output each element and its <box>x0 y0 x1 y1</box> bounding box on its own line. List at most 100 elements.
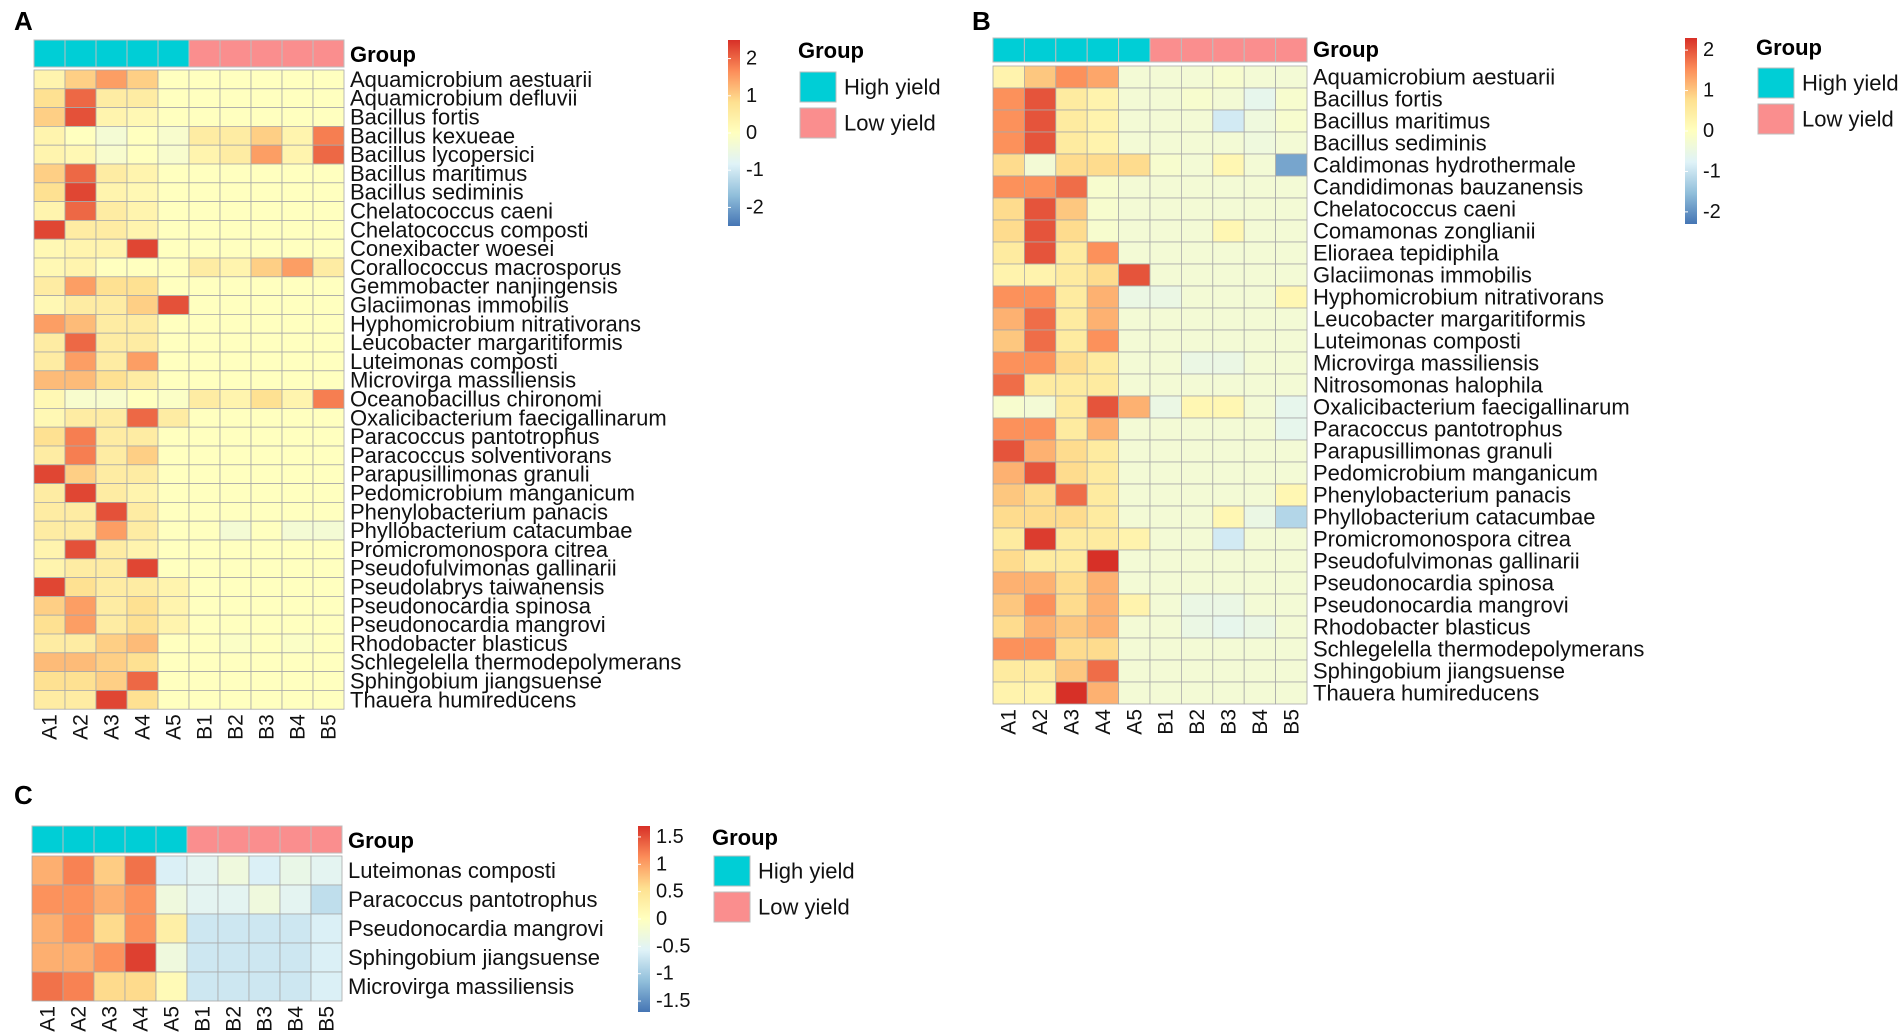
heatmap-cell <box>1243 87 1276 111</box>
column-label: A3 <box>101 714 124 740</box>
heatmap-cell <box>992 153 1025 177</box>
heatmap-cell <box>188 257 221 278</box>
heatmap-cell <box>1275 439 1308 463</box>
heatmap-cell <box>1024 615 1057 639</box>
heatmap-cell <box>250 652 283 672</box>
group-title: Group <box>1313 37 1379 62</box>
heatmap-cell <box>312 389 345 409</box>
heatmap-cell <box>312 295 345 315</box>
heatmap-cell <box>992 439 1025 463</box>
heatmap-cell <box>250 88 283 109</box>
heatmap-cell <box>188 88 221 109</box>
heatmap-cell <box>64 558 97 578</box>
heatmap-cell <box>1086 417 1119 441</box>
heatmap-cell <box>33 483 66 503</box>
heatmap-cell <box>250 163 283 184</box>
heatmap-cell <box>281 558 314 578</box>
colorbar-tick-label: 1 <box>1703 80 1714 102</box>
heatmap-cell <box>1024 549 1057 573</box>
colorbar <box>638 826 650 1012</box>
legend-title: Group <box>1756 35 1822 60</box>
heatmap-cell <box>250 633 283 654</box>
row-label: Glaciimonas immobilis <box>350 293 569 318</box>
heatmap-cell <box>157 257 190 278</box>
heatmap-cell <box>1212 65 1245 89</box>
heatmap-cell <box>64 182 97 203</box>
heatmap-cell <box>1086 527 1119 551</box>
heatmap-cell <box>992 637 1025 661</box>
heatmap-cell <box>188 501 221 522</box>
row-label: Bacillus maritimus <box>350 161 527 186</box>
heatmap-cell <box>1118 131 1151 155</box>
heatmap-cell <box>219 671 252 691</box>
group-cell <box>1086 37 1120 63</box>
row-label: Pseudonocardia mangrovi <box>350 612 606 637</box>
heatmap-cell <box>1055 197 1088 221</box>
heatmap-cell <box>188 201 221 221</box>
heatmap-cell <box>1118 153 1151 177</box>
heatmap-cell <box>219 238 252 259</box>
heatmap-cell <box>157 577 190 597</box>
heatmap-cell <box>281 201 314 221</box>
colorbar-tick-label: -1 <box>1703 160 1721 182</box>
heatmap-cell <box>93 884 126 915</box>
heatmap-cell <box>281 144 314 165</box>
heatmap-cell <box>188 332 221 353</box>
row-label: Oceanobacillus chironomi <box>350 387 602 412</box>
heatmap-cell <box>126 614 159 635</box>
heatmap-cell <box>279 884 312 915</box>
row-label: Microvirga massiliensis <box>1313 351 1539 376</box>
group-cell <box>1149 37 1182 63</box>
column-label: B3 <box>254 1006 277 1032</box>
heatmap-cell <box>157 332 190 353</box>
heatmap-cell <box>126 107 159 127</box>
heatmap-cell <box>279 855 312 886</box>
heatmap-cell <box>157 501 190 522</box>
heatmap-cell <box>312 144 345 165</box>
row-label: Sphingobium jiangsuense <box>1313 659 1565 684</box>
row-label: Paracoccus solventivorans <box>350 443 612 468</box>
heatmap-cell <box>157 426 190 447</box>
heatmap-cell <box>126 219 159 240</box>
heatmap-cell <box>1181 109 1214 133</box>
heatmap-cell <box>33 558 66 578</box>
heatmap-cell <box>64 426 97 447</box>
heatmap-cell <box>124 971 157 1002</box>
heatmap-cell <box>95 313 128 334</box>
heatmap-cell <box>157 219 190 240</box>
row-label: Bacillus sediminis <box>350 180 524 205</box>
heatmap-cell <box>1212 681 1245 705</box>
heatmap-cell <box>95 257 128 278</box>
group-cell <box>64 39 97 68</box>
heatmap-cell <box>219 107 252 127</box>
heatmap-cell <box>155 913 188 944</box>
heatmap-cell <box>1118 593 1151 617</box>
heatmap-cell <box>1181 197 1214 221</box>
heatmap-cell <box>1118 637 1151 661</box>
heatmap-cell <box>188 577 221 597</box>
heatmap-cell <box>1024 109 1057 133</box>
heatmap-cell <box>992 483 1025 507</box>
heatmap-cell <box>1086 307 1119 331</box>
heatmap-cell <box>157 407 190 428</box>
heatmap-cell <box>33 614 66 635</box>
heatmap-cell <box>1243 153 1276 177</box>
heatmap-cell <box>312 539 345 560</box>
group-cell <box>188 39 221 68</box>
heatmap-cell <box>1149 351 1182 375</box>
group-cell <box>1118 37 1151 63</box>
heatmap-cell <box>157 520 190 541</box>
heatmap-cell <box>248 971 281 1002</box>
heatmap-cell <box>1243 373 1276 397</box>
heatmap-cell <box>1055 505 1088 529</box>
heatmap-cell <box>281 445 314 466</box>
heatmap-cell <box>1243 615 1276 639</box>
heatmap-cell <box>126 483 159 503</box>
heatmap-cell <box>1055 175 1088 199</box>
heatmap-cell <box>188 445 221 466</box>
row-label: Paracoccus pantotrophus <box>348 887 598 912</box>
heatmap-cell <box>1275 681 1308 705</box>
heatmap-cell <box>95 501 128 522</box>
heatmap-cell <box>126 539 159 560</box>
